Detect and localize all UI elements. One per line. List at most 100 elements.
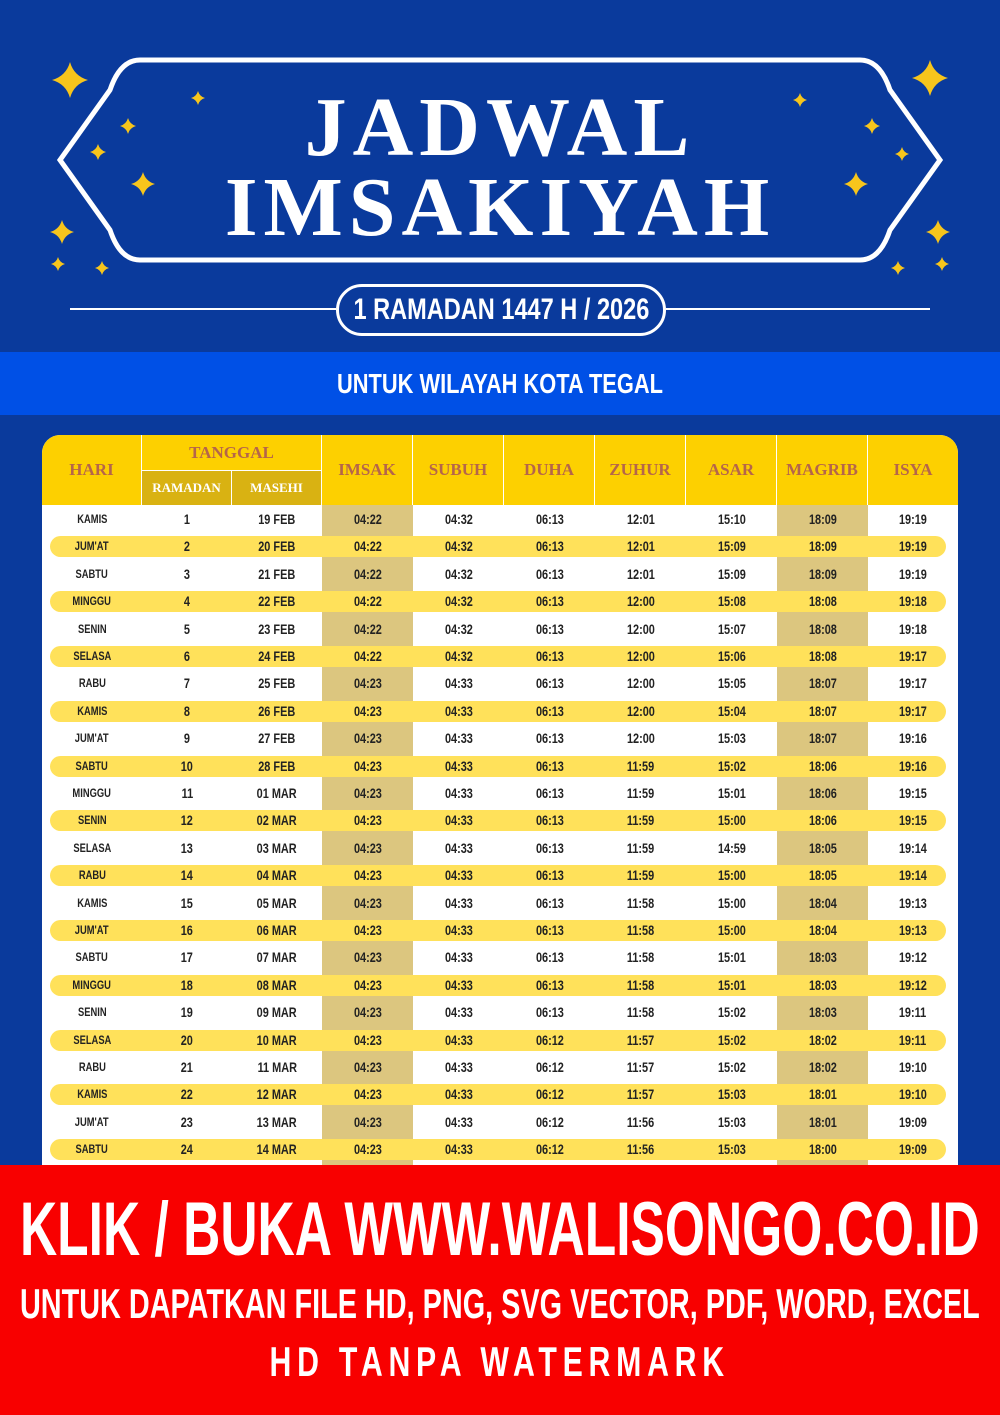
cell-masehi: 23 FEB [258,620,296,637]
cell-isya: 19:13 [899,894,927,911]
table-row: MINGGU 11 01 MAR 04:23 04:33 06:13 11:59 15:01 1… [42,780,958,807]
cell-masehi: 19 FEB [258,511,296,527]
cell-magrib: 18:09 [808,511,837,527]
row-highlight [50,700,946,722]
cell-asar: 15:03 [717,730,746,747]
cell-ramadan: 23 [180,1113,194,1130]
header-hari: HARI [42,435,142,505]
cell-asar: 15:02 [717,1004,746,1021]
header-duha: DUHA [504,435,595,505]
cell-imsak: 04:23 [353,812,382,829]
cell-duha: 06:13 [535,785,564,801]
cell-duha: 06:13 [535,949,564,966]
cell-masehi: 26 FEB [258,702,296,719]
cell-zuhur: 11:58 [626,922,655,938]
table-row: MINGGU 4 22 FEB 04:22 04:32 06:13 12:00 15:08 18… [42,588,958,615]
cell-magrib: 18:07 [808,675,837,692]
header-masehi: MASEHI [232,470,322,505]
cell-imsak: 04:22 [353,511,382,527]
cell-magrib: 18:04 [808,922,837,938]
row-highlight [50,536,946,558]
cell-asar: 15:00 [717,812,746,829]
cell-subuh: 04:32 [444,620,473,637]
cell-asar: 15:02 [717,757,746,774]
cell-ramadan: 8 [183,702,191,719]
cell-subuh: 04:33 [444,702,473,719]
star-icon [51,257,65,271]
cell-hari: RABU [78,1060,106,1074]
table-row: RABU 7 25 FEB 04:23 04:33 06:13 12:00 15:05 18:0… [42,670,958,697]
cell-duha: 06:13 [535,702,564,719]
cell-ramadan: 6 [183,648,191,664]
cell-duha: 06:13 [535,839,564,856]
cell-isya: 19:15 [899,785,927,801]
cell-hari: SABTU [75,758,109,773]
cell-imsak: 04:22 [353,565,382,582]
row-highlight [50,810,946,832]
cell-zuhur: 11:57 [626,1031,655,1048]
cell-ramadan: 10 [180,757,194,774]
header-asar: ASAR [686,435,777,505]
table-row: MINGGU 18 08 MAR 04:23 04:33 06:13 11:58 15:01 1… [42,972,958,999]
star-icon [793,93,807,107]
cell-magrib: 18:06 [808,812,837,829]
cell-imsak: 04:23 [353,730,382,747]
cell-zuhur: 11:57 [626,1059,655,1075]
cell-zuhur: 12:00 [626,620,655,637]
cell-subuh: 04:33 [444,922,473,938]
title-line-2: IMSAKIYAH [224,161,776,254]
cell-ramadan: 21 [180,1059,194,1075]
cell-asar: 15:03 [717,1113,746,1130]
cell-subuh: 04:33 [444,1141,473,1158]
table-row: JUM'AT 9 27 FEB 04:23 04:33 06:13 12:00 15:03 18… [42,725,958,752]
cell-zuhur: 12:00 [626,648,655,664]
table-row: SENIN 12 02 MAR 04:23 04:33 06:13 11:59 15:00 18… [42,807,958,834]
cell-subuh: 04:33 [444,785,473,801]
cell-masehi: 20 FEB [258,538,296,555]
cell-ramadan: 12 [180,812,194,829]
header-magrib: MAGRIB [777,435,868,505]
cell-isya: 19:16 [899,730,927,747]
star-icon [864,118,880,134]
cell-isya: 19:15 [899,812,927,829]
cell-imsak: 04:23 [353,922,382,938]
cell-duha: 06:13 [535,812,564,829]
cell-subuh: 04:32 [444,511,473,527]
promo-watermark: HD TANPA WATERMARK [269,1338,731,1385]
cell-ramadan: 2 [183,538,191,555]
cell-imsak: 04:23 [353,949,382,966]
cell-hari: KAMIS [76,512,108,526]
table-row: SELASA 20 10 MAR 04:23 04:33 06:12 11:57 15:02 1… [42,1027,958,1054]
promo-link[interactable]: KLIK / BUKA WWW.WALISONGO.CO.ID [20,1187,980,1272]
cell-hari: SENIN [77,813,107,828]
cell-masehi: 25 FEB [258,675,296,692]
decorative-frame [50,57,950,310]
header-subuh: SUBUH [413,435,504,505]
cell-isya: 19:18 [899,620,927,637]
cell-zuhur: 12:01 [626,565,655,582]
table-row: SENIN 5 23 FEB 04:22 04:32 06:13 12:00 15:07 18:… [42,616,958,643]
table-row: KAMIS 15 05 MAR 04:23 04:33 06:13 11:58 15:00 18… [42,890,958,917]
star-icon [844,172,868,196]
cell-hari: RABU [78,868,106,883]
star-icon [926,220,950,244]
cell-duha: 06:13 [535,976,564,993]
cell-asar: 15:01 [717,785,746,801]
cell-masehi: 07 MAR [256,949,298,966]
cell-magrib: 18:04 [808,894,837,911]
cell-subuh: 04:32 [444,648,473,664]
cell-imsak: 04:22 [353,593,382,610]
cell-masehi: 03 MAR [256,839,298,856]
cell-masehi: 27 FEB [258,730,296,747]
cell-magrib: 18:09 [808,538,837,555]
cell-zuhur: 11:59 [626,785,655,801]
cell-hari: KAMIS [76,895,108,910]
table-row: SABTU 17 07 MAR 04:23 04:33 06:13 11:58 15:01 18… [42,944,958,971]
cell-isya: 19:17 [899,648,927,664]
cell-asar: 15:10 [717,511,746,527]
cell-masehi: 06 MAR [256,922,298,938]
cell-isya: 19:10 [899,1086,927,1103]
star-icon [895,147,909,161]
cell-isya: 19:12 [899,949,927,966]
cell-isya: 19:14 [899,839,927,856]
